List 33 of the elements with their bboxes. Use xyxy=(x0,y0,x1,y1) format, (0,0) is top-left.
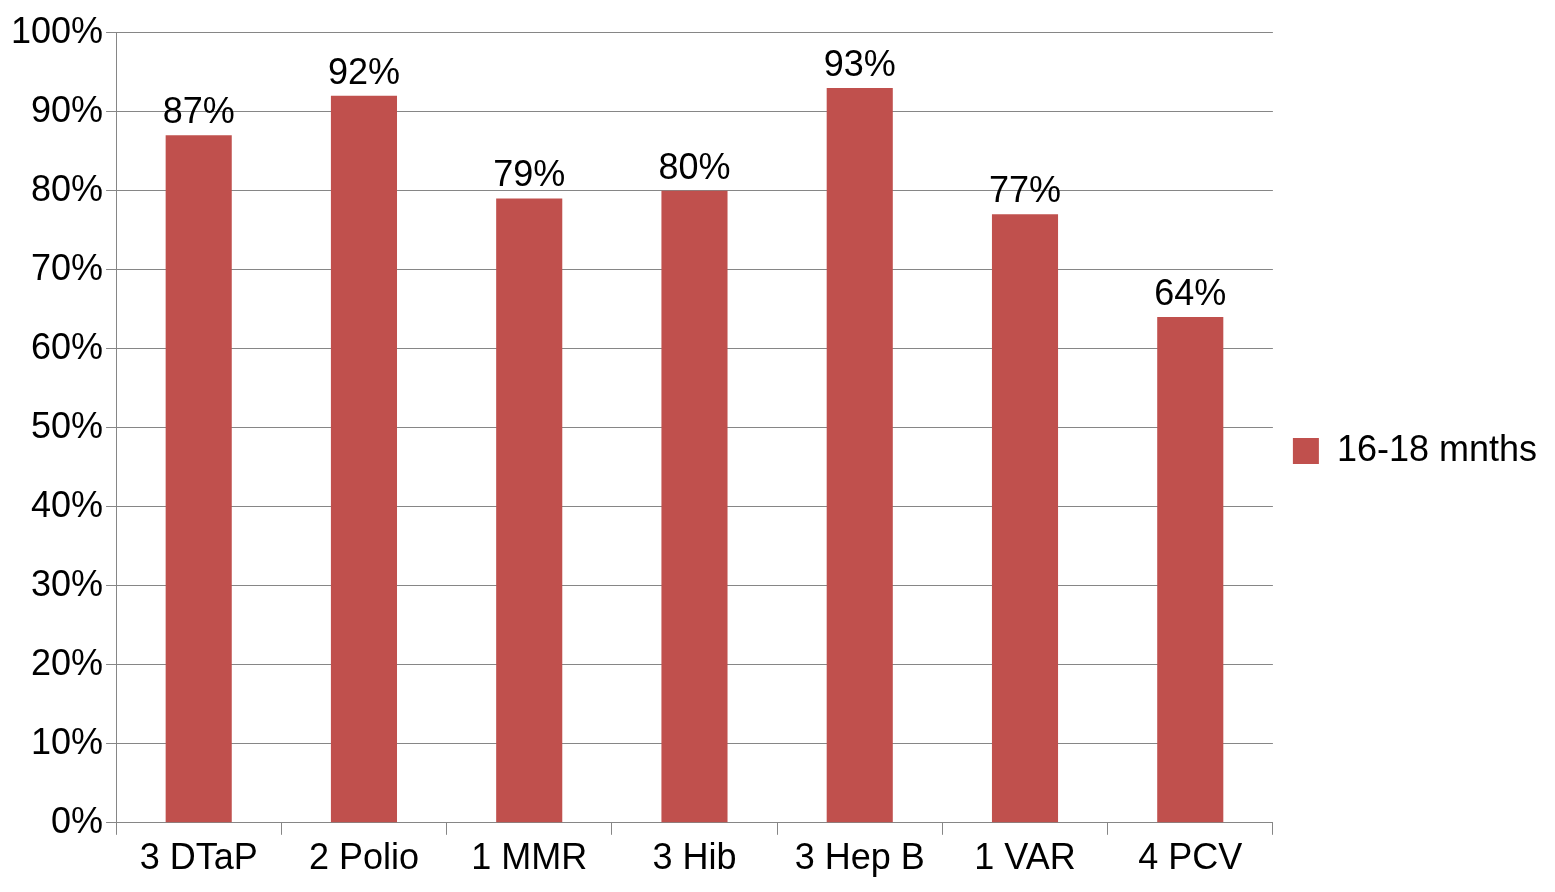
x-tick-label: 1 VAR xyxy=(974,836,1076,878)
bar xyxy=(991,214,1059,823)
data-label: 79% xyxy=(493,153,566,195)
y-tick-label: 0% xyxy=(51,799,104,841)
bar xyxy=(1157,317,1224,823)
data-label: 80% xyxy=(658,145,731,187)
y-tick-label: 60% xyxy=(31,325,104,367)
y-tick-label: 20% xyxy=(31,641,104,683)
y-tick-label: 30% xyxy=(31,562,104,604)
x-tick-label: 3 Hib xyxy=(652,836,737,878)
x-tick-label: 3 DTaP xyxy=(139,836,258,878)
x-tick-label: 1 MMR xyxy=(471,836,588,878)
data-label: 64% xyxy=(1154,271,1227,313)
x-tick-label: 3 Hep B xyxy=(794,836,925,878)
x-tick-label: 4 PCV xyxy=(1138,836,1243,878)
y-tick-label: 100% xyxy=(11,9,104,51)
y-tick-label: 90% xyxy=(31,88,104,130)
data-label: 87% xyxy=(162,90,235,132)
y-tick-label: 80% xyxy=(31,167,104,209)
y-tick-label: 50% xyxy=(31,404,104,446)
y-tick-label: 70% xyxy=(31,246,104,288)
bar xyxy=(496,198,563,823)
data-label: 77% xyxy=(988,169,1062,211)
data-label: 93% xyxy=(823,42,896,84)
x-tick-label: 2 Polio xyxy=(308,836,419,878)
y-tick-label: 40% xyxy=(31,483,104,525)
legend-label: 16-18 mnths xyxy=(1336,427,1537,469)
bar xyxy=(661,190,728,823)
bar xyxy=(330,95,398,823)
bar xyxy=(826,87,893,823)
data-label: 92% xyxy=(327,50,400,92)
y-tick-label: 10% xyxy=(31,720,104,762)
bar xyxy=(165,135,232,823)
